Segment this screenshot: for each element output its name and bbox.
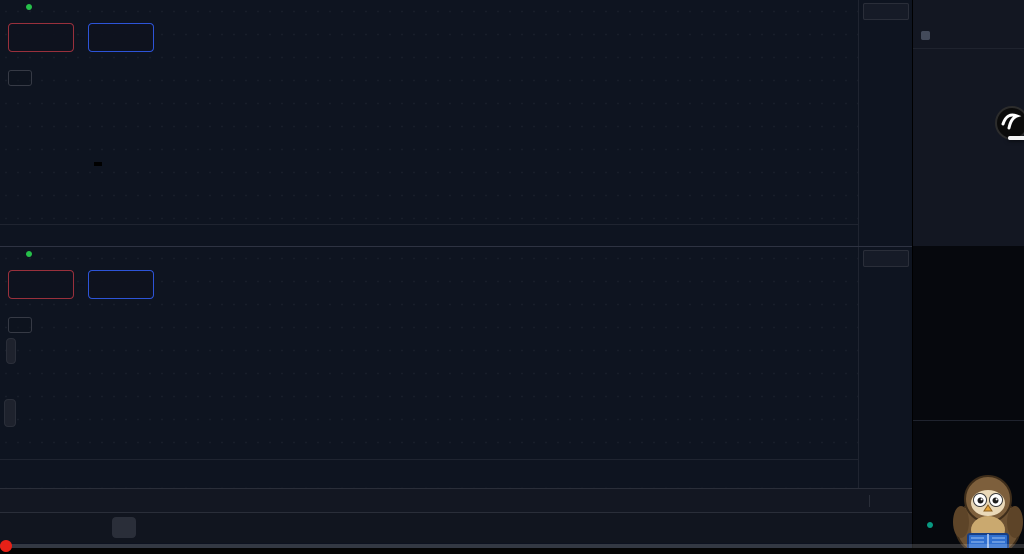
watchlist-sidebar xyxy=(912,0,1024,554)
time-axis-4h[interactable] xyxy=(0,224,858,247)
divider xyxy=(869,495,870,507)
chart-pane-4h xyxy=(0,0,913,247)
bottom-black-strip xyxy=(0,548,1024,554)
chart-pane-1h xyxy=(0,247,913,488)
pane-divider[interactable] xyxy=(0,246,912,247)
collapse-pane-button-1h[interactable] xyxy=(8,317,32,333)
chart-header-1h xyxy=(8,251,38,257)
sell-button-4h[interactable] xyxy=(8,23,74,52)
connection-status-dot xyxy=(26,4,32,10)
annotation-banner xyxy=(94,162,102,166)
chart-tools-toolbar xyxy=(6,338,16,364)
divider xyxy=(913,48,1024,49)
divider xyxy=(913,420,1024,421)
market-status-dot xyxy=(927,522,933,528)
date-range-bar xyxy=(0,488,912,512)
chart-header-4h xyxy=(8,4,38,10)
trade-panel-button[interactable] xyxy=(112,517,136,538)
connection-status-dot xyxy=(26,251,32,257)
currency-selector-4h[interactable] xyxy=(863,3,909,20)
price-axis-1h[interactable] xyxy=(858,247,913,488)
price-axis-4h[interactable] xyxy=(858,0,913,246)
collapse-pane-button-4h[interactable] xyxy=(8,70,32,86)
buy-button-4h[interactable] xyxy=(88,23,154,52)
annotation-toolbar xyxy=(1008,136,1024,140)
market-status xyxy=(927,522,937,528)
sell-button-1h[interactable] xyxy=(8,270,74,299)
annotation-app-logo[interactable] xyxy=(995,106,1024,140)
owl-mascot xyxy=(950,472,1024,554)
buy-button-1h[interactable] xyxy=(88,270,154,299)
spread-value xyxy=(78,283,84,286)
trade-buttons-1h xyxy=(8,270,154,299)
symbol-icon xyxy=(921,31,930,40)
currency-selector-1h[interactable] xyxy=(863,250,909,267)
trade-buttons-4h xyxy=(8,23,154,52)
video-progress-bar[interactable] xyxy=(0,540,1024,552)
time-axis-1h[interactable] xyxy=(0,459,858,482)
spread-value xyxy=(78,36,84,39)
bottom-tab-bar xyxy=(0,512,912,543)
video-playhead[interactable] xyxy=(0,540,12,552)
drawing-options-toolbar xyxy=(4,399,16,427)
symbol-column-header xyxy=(921,31,935,40)
